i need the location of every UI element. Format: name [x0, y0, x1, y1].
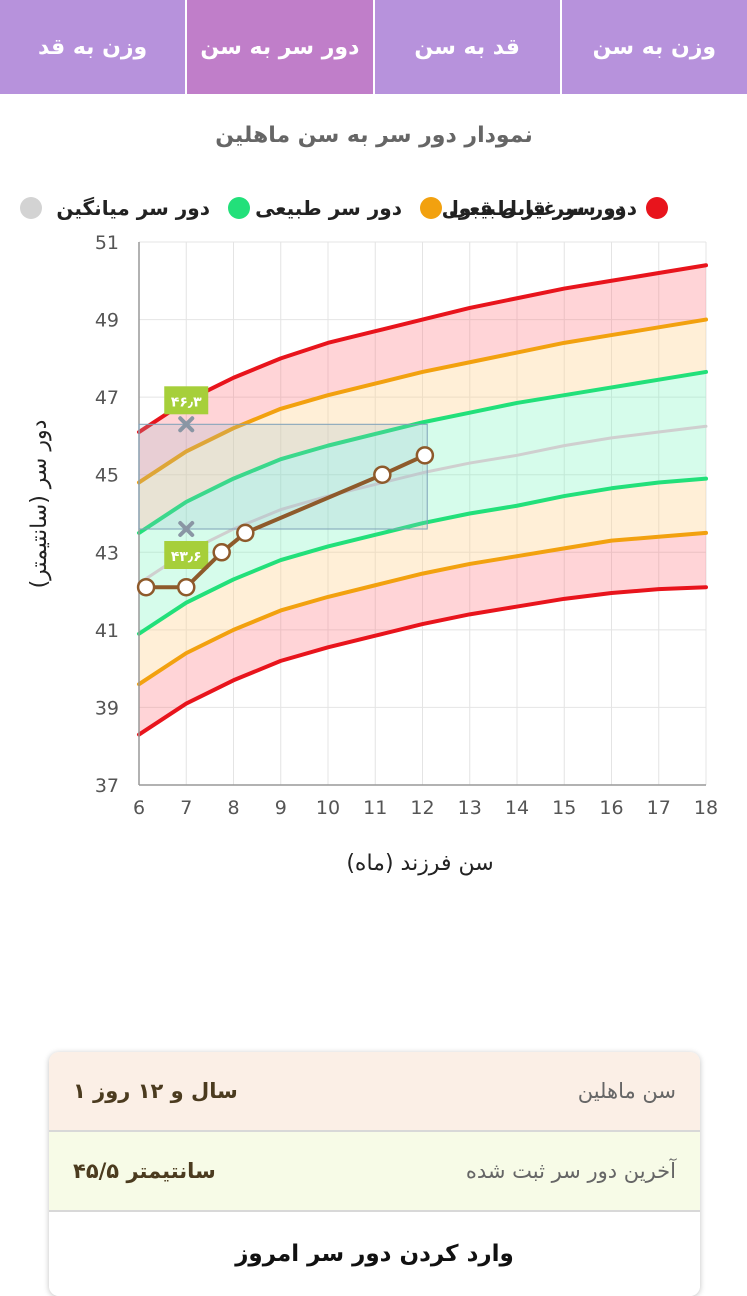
x-tick-label: 9	[275, 797, 287, 819]
legend: دور سر غیر طبیعی دور سر قابل قبول دور سر…	[20, 196, 668, 220]
plot-area: 6 7 8 9 10 11 12 13 14 15 16 17 18 37 39 41 43 45 47 49 51 ۴۶…	[95, 232, 718, 819]
x-tick-label: 13	[458, 797, 482, 819]
y-tick-label: 37	[95, 775, 119, 797]
age-value: ۱ سال و ۱۲ روز	[73, 1079, 238, 1103]
series-line	[137, 263, 708, 435]
legend-item-abnormal[interactable]: دور سر غیر طبیعی	[449, 196, 668, 220]
y-tick-label: 45	[95, 465, 119, 487]
y-axis-label: دور سر (سانتیمتر)	[27, 420, 52, 589]
tab-label: قد به سن	[414, 34, 520, 60]
legend-dot	[646, 197, 668, 219]
info-card: سن ماهلین ۱ سال و ۱۲ روز آخرین دور سر ثب…	[49, 1052, 700, 1296]
chart-area: نمودار دور سر به سن ماهلین دور سر غیر طب…	[0, 94, 747, 1296]
x-tick-label: 15	[552, 797, 576, 819]
tab-label: وزن به قد	[38, 34, 148, 60]
measurement-point	[236, 523, 255, 543]
series-line	[137, 369, 708, 535]
tab-label: وزن به سن	[592, 34, 717, 60]
x-tick-label: 6	[133, 797, 145, 819]
tab-head-circumference-for-age[interactable]: دور سر به سن	[185, 0, 373, 94]
x-tick-label: 11	[363, 797, 387, 819]
legend-dot	[228, 197, 250, 219]
y-tick-label: 39	[95, 697, 119, 719]
last-measurement-value: ۴۵/۵ سانتیمتر	[73, 1159, 216, 1183]
age-label: سن ماهلین	[577, 1079, 676, 1103]
legend-item-average[interactable]: دور سر میانگین	[20, 196, 210, 220]
x-axis-label: سن فرزند (ماه)	[346, 851, 493, 876]
band-acceptable-upper	[139, 319, 706, 533]
legend-dot	[420, 197, 442, 219]
tab-bar: وزن به سن قد به سن دور سر به سن وزن به ق…	[0, 0, 747, 94]
series-line	[137, 317, 708, 485]
legend-dot	[20, 197, 42, 219]
tab-weight-for-height[interactable]: وزن به قد	[0, 0, 185, 94]
enter-today-head-circumference-button[interactable]: وارد کردن دور سر امروز	[49, 1212, 700, 1296]
legend-label: دور سر قابل قبول	[442, 196, 626, 220]
tab-label: دور سر به سن	[200, 34, 360, 60]
legend-item-acceptable[interactable]: دور سر قابل قبول	[420, 196, 626, 220]
band-abnormal-lower	[139, 532, 706, 735]
x-tick-label: 16	[599, 797, 623, 819]
series-line	[137, 530, 708, 687]
legend-label: دور سر میانگین	[56, 196, 210, 220]
tab-height-for-age[interactable]: قد به سن	[372, 0, 560, 94]
y-tick-label: 41	[95, 620, 119, 642]
y-tick-label: 47	[95, 387, 119, 409]
last-measurement-row: آخرین دور سر ثبت شده ۴۵/۵ سانتیمتر	[49, 1132, 700, 1212]
band-normal-upper	[139, 371, 706, 584]
y-tick-label: 49	[95, 310, 119, 332]
range-marker	[178, 521, 195, 538]
x-tick-label: 14	[505, 797, 529, 819]
last-measurement-label: آخرین دور سر ثبت شده	[465, 1159, 676, 1183]
x-tick-label: 8	[227, 797, 239, 819]
measurement-point	[177, 577, 196, 597]
x-tick-label: 17	[647, 797, 671, 819]
y-tick-label: 43	[95, 542, 119, 564]
x-tick-label: 12	[410, 797, 434, 819]
range-badge	[164, 386, 209, 415]
x-tick-label: 18	[694, 797, 718, 819]
legend-item-normal[interactable]: دور سر طبیعی	[228, 196, 402, 220]
band-acceptable-lower	[139, 478, 706, 685]
measurement-point	[212, 543, 231, 562]
series-line	[137, 585, 708, 737]
range-badge	[164, 541, 209, 570]
legend-label: دور سر طبیعی	[255, 196, 402, 220]
series-line	[137, 476, 708, 636]
range-marker	[178, 416, 195, 433]
legend-label: دور سر غیر طبیعی	[449, 196, 637, 220]
x-tick-label: 10	[316, 797, 340, 819]
age-row: سن ماهلین ۱ سال و ۱۲ روز	[49, 1052, 700, 1132]
tab-weight-for-age[interactable]: وزن به سن	[559, 0, 747, 94]
measurement-point	[415, 446, 435, 465]
band-normal-lower	[139, 426, 706, 634]
x-tick-label: 7	[180, 797, 192, 819]
button-label: وارد کردن دور سر امروز	[235, 1241, 514, 1267]
range-badge-label: ۴۶٫۳	[171, 394, 202, 410]
measurement-point	[373, 465, 392, 484]
growth-chart: نمودار دور سر به سن ماهلین دور سر غیر طب…	[20, 123, 718, 876]
band-abnormal-upper	[139, 265, 706, 483]
y-tick-label: 51	[95, 232, 119, 254]
measurement-point	[136, 577, 156, 597]
chart-title: نمودار دور سر به سن ماهلین	[215, 123, 532, 148]
range-badge-label: ۴۳٫۶	[171, 549, 202, 565]
